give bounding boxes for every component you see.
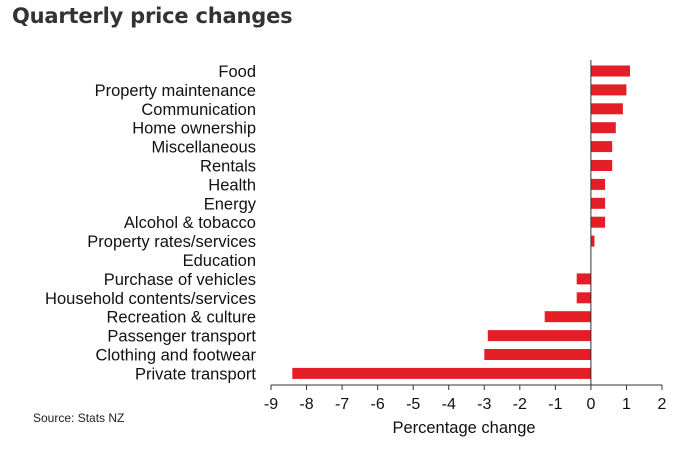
x-tick-label: -6 bbox=[371, 396, 385, 413]
bar-clothing-and-footwear bbox=[484, 349, 591, 360]
bar-health bbox=[590, 178, 606, 190]
category-label-health: Health bbox=[208, 176, 256, 194]
bar-property-maintenance bbox=[590, 84, 627, 96]
category-label-recreation-culture: Recreation & culture bbox=[107, 309, 257, 327]
x-tick-label: 2 bbox=[658, 396, 667, 413]
bar-household-contents-services bbox=[576, 292, 591, 304]
bar-energy bbox=[590, 197, 606, 209]
bar-passenger-transport bbox=[487, 330, 591, 342]
x-tick-label: -2 bbox=[513, 396, 527, 413]
bar-communication bbox=[590, 103, 623, 115]
category-label-property-maintenance: Property maintenance bbox=[95, 82, 256, 100]
category-label-clothing-and-footwear: Clothing and footwear bbox=[95, 347, 256, 365]
bars bbox=[292, 65, 630, 379]
x-tick-label: 1 bbox=[622, 396, 631, 413]
category-label-passenger-transport: Passenger transport bbox=[107, 328, 256, 346]
bar-alcohol-tobacco bbox=[590, 216, 606, 228]
x-axis: -9 -8 -7 -6 -5 -4 -3 -2 -1 0 1 2 bbox=[264, 60, 667, 413]
category-label-communication: Communication bbox=[141, 101, 256, 119]
x-axis-title: Percentage change bbox=[392, 419, 535, 437]
category-label-food: Food bbox=[218, 63, 256, 81]
category-label-home-ownership: Home ownership bbox=[132, 120, 256, 138]
bar-food bbox=[590, 65, 630, 77]
bar-rentals bbox=[590, 160, 613, 171]
category-label-property-rates-services: Property rates/services bbox=[87, 233, 256, 251]
x-tick-label: -7 bbox=[335, 396, 349, 413]
bar-private-transport bbox=[292, 367, 591, 379]
x-tick-label: -5 bbox=[406, 396, 420, 413]
x-tick-label: -1 bbox=[548, 396, 562, 413]
category-label-rentals: Rentals bbox=[200, 158, 256, 176]
category-label-education: Education bbox=[183, 252, 256, 270]
x-tick-label: -4 bbox=[442, 396, 456, 413]
x-tick-label: -9 bbox=[264, 396, 278, 413]
bar-home-ownership bbox=[590, 122, 616, 134]
x-tick-label: -8 bbox=[299, 396, 313, 413]
x-tick-label: 0 bbox=[586, 396, 595, 413]
category-label-purchase-of-vehicles: Purchase of vehicles bbox=[104, 271, 256, 289]
source-note: Source: Stats NZ bbox=[33, 411, 125, 425]
x-tick-label: -3 bbox=[477, 396, 491, 413]
bar-purchase-of-vehicles bbox=[576, 273, 591, 285]
bar-miscellaneous bbox=[590, 141, 613, 153]
category-label-alcohol-tobacco: Alcohol & tobacco bbox=[124, 214, 256, 232]
bar-recreation-culture bbox=[544, 311, 591, 323]
chart-title: Quarterly price changes bbox=[12, 4, 293, 28]
category-label-private-transport: Private transport bbox=[135, 365, 256, 383]
category-label-household-contents-services: Household contents/services bbox=[45, 290, 256, 308]
bar-property-rates-services bbox=[590, 235, 595, 247]
category-label-miscellaneous: Miscellaneous bbox=[151, 139, 256, 157]
category-label-energy: Energy bbox=[204, 195, 257, 213]
